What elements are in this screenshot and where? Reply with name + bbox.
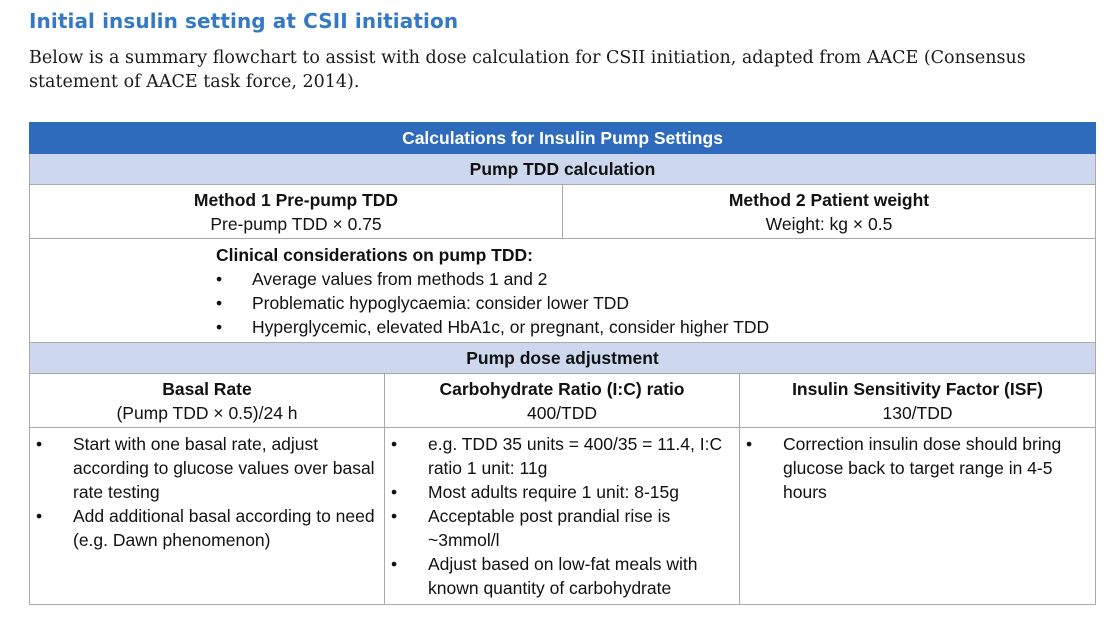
isf-label: Insulin Sensitivity Factor (ISF)	[792, 378, 1043, 399]
bullet-icon: •	[36, 506, 43, 526]
bullet-icon: •	[391, 482, 398, 502]
isf-cell: Insulin Sensitivity Factor (ISF) 130/TDD	[739, 373, 1096, 428]
carb-ratio-formula: 400/TDD	[526, 402, 598, 423]
method-1-label: Method 1 Pre-pump TDD	[193, 189, 399, 210]
list-item: • Hyperglycemic, elevated HbA1c, or pregn…	[216, 315, 1095, 339]
bullet-icon: •	[216, 317, 223, 337]
bullet-icon: •	[391, 554, 398, 574]
tdd-calculation-header: Pump TDD calculation	[29, 153, 1096, 185]
bullet-icon: •	[391, 434, 398, 454]
list-item: • Correction insulin dose should bring gl…	[746, 432, 1089, 504]
isf-details: • Correction insulin dose should bring gl…	[739, 427, 1096, 605]
list-item-text: Problematic hypoglycaemia: consider lowe…	[252, 293, 630, 313]
isf-list: • Correction insulin dose should bring gl…	[746, 432, 1089, 504]
dose-adjustment-header: Pump dose adjustment	[29, 342, 1096, 374]
list-item: • Adjust based on low-fat meals with know…	[391, 552, 733, 600]
isf-formula: 130/TDD	[882, 402, 953, 423]
method-1-cell: Method 1 Pre-pump TDD Pre-pump TDD × 0.7…	[29, 184, 563, 239]
clinical-considerations-cell: Clinical considerations on pump TDD: • Av…	[29, 238, 1096, 343]
list-item-text: Most adults require 1 unit: 8-15g	[428, 482, 679, 502]
clinical-considerations-label: Clinical considerations on pump TDD:	[216, 245, 533, 265]
list-item: • Average values from methods 1 and 2	[216, 267, 1095, 291]
method-2-label: Method 2 Patient weight	[728, 189, 930, 210]
bullet-icon: •	[746, 434, 753, 454]
list-item-text: Correction insulin dose should bring glu…	[783, 434, 1062, 502]
method-2-cell: Method 2 Patient weight Weight: kg × 0.5	[562, 184, 1096, 239]
method-2-formula: Weight: kg × 0.5	[765, 213, 893, 234]
page-heading: Initial insulin setting at CSII initiati…	[29, 9, 459, 33]
insulin-pump-settings-table: Calculations for Insulin Pump Settings P…	[29, 122, 1096, 605]
list-item-text: Add additional basal according to need (…	[73, 506, 375, 550]
list-item: • Start with one basal rate, adjust accor…	[36, 432, 378, 504]
list-item-text: Start with one basal rate, adjust accord…	[73, 434, 375, 502]
bullet-icon: •	[36, 434, 43, 454]
basal-rate-cell: Basal Rate (Pump TDD × 0.5)/24 h	[29, 373, 385, 428]
list-item-text: e.g. TDD 35 units = 400/35 = 11.4, I:C r…	[428, 434, 723, 478]
carb-ratio-label: Carbohydrate Ratio (I:C) ratio	[439, 378, 685, 399]
basal-rate-details: • Start with one basal rate, adjust accor…	[29, 427, 385, 605]
list-item-text: Adjust based on low-fat meals with known…	[428, 554, 698, 598]
bullet-icon: •	[391, 506, 398, 526]
basal-rate-label: Basal Rate	[162, 378, 252, 399]
list-item: • e.g. TDD 35 units = 400/35 = 11.4, I:C …	[391, 432, 733, 480]
carb-ratio-cell: Carbohydrate Ratio (I:C) ratio 400/TDD	[384, 373, 740, 428]
method-1-formula: Pre-pump TDD × 0.75	[210, 213, 382, 234]
list-item: • Add additional basal according to need …	[36, 504, 378, 552]
carb-ratio-list: • e.g. TDD 35 units = 400/35 = 11.4, I:C …	[391, 432, 733, 600]
table-title: Calculations for Insulin Pump Settings	[29, 122, 1096, 154]
basal-rate-list: • Start with one basal rate, adjust accor…	[36, 432, 378, 552]
list-item-text: Acceptable post prandial rise is ~3mmol/…	[428, 506, 671, 550]
bullet-icon: •	[216, 269, 223, 289]
list-item-text: Average values from methods 1 and 2	[252, 269, 548, 289]
basal-rate-formula: (Pump TDD × 0.5)/24 h	[116, 402, 298, 423]
bullet-icon: •	[216, 293, 223, 313]
list-item-text: Hyperglycemic, elevated HbA1c, or pregna…	[252, 317, 770, 337]
intro-paragraph: Below is a summary flowchart to assist w…	[29, 48, 1026, 92]
carb-ratio-details: • e.g. TDD 35 units = 400/35 = 11.4, I:C …	[384, 427, 740, 605]
list-item: • Most adults require 1 unit: 8-15g	[391, 480, 733, 504]
list-item: • Acceptable post prandial rise is ~3mmol…	[391, 504, 733, 552]
clinical-considerations-list: • Average values from methods 1 and 2 • Pr…	[216, 267, 1095, 339]
list-item: • Problematic hypoglycaemia: consider low…	[216, 291, 1095, 315]
